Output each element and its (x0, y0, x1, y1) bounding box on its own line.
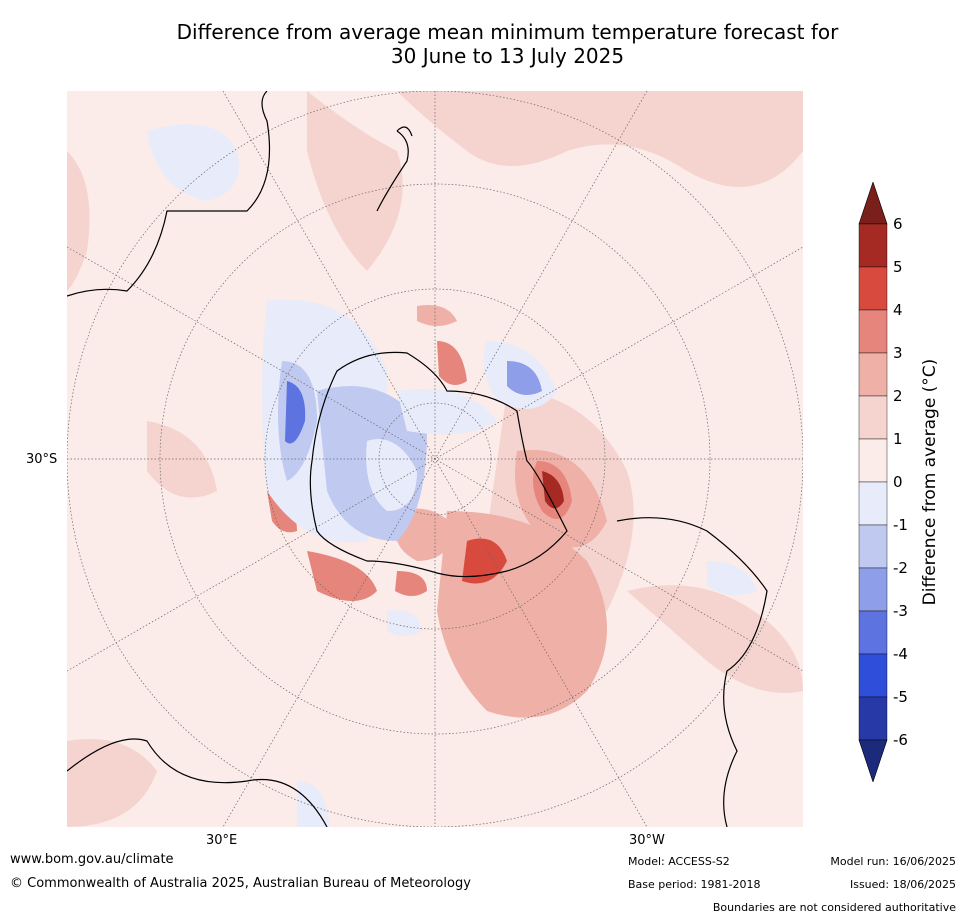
africa-coast (67, 738, 328, 827)
footer-base-period: Base period: 1981-2018 (628, 878, 761, 891)
title-line-2: 30 June to 13 July 2025 (390, 44, 625, 68)
lon-label-30w: 30°W (629, 833, 665, 848)
colorbar-swatch (858, 567, 888, 612)
colorbar-swatch (858, 352, 888, 397)
south-america-coast (616, 517, 768, 827)
map-title: Difference from average mean minimum tem… (0, 20, 965, 68)
colorbar-swatch (858, 309, 888, 354)
colorbar-swatch (858, 395, 888, 440)
colorbar-swatch (858, 266, 888, 311)
colorbar-title: Difference from average (°C) (920, 358, 940, 606)
footer-copyright: © Commonwealth of Australia 2025, Austra… (10, 876, 471, 891)
lat-label-30s: 30°S (26, 452, 58, 467)
footer-model: Model: ACCESS-S2 (628, 855, 730, 868)
colorbar-tick-label: 3 (893, 344, 903, 362)
colorbar-swatch (858, 524, 888, 569)
coastlines (67, 91, 768, 827)
antarctica-coast (309, 351, 568, 578)
colorbar-swatch (858, 438, 888, 483)
colorbar-tick-label: -4 (893, 645, 908, 663)
colorbar-swatch (858, 481, 888, 526)
colorbar-tick-label: 1 (893, 430, 903, 448)
title-line-1: Difference from average mean minimum tem… (176, 20, 839, 44)
polar-map (67, 91, 803, 827)
colorbar-tick-label: -3 (893, 602, 908, 620)
colorbar-tick-label: 6 (893, 215, 903, 233)
colorbar-extend-down (858, 739, 888, 782)
colorbar-tick-label: -6 (893, 731, 908, 749)
colorbar-extend-up (858, 182, 888, 225)
colorbar-tick-label: 4 (893, 301, 903, 319)
lon-label-30e: 30°E (206, 833, 238, 848)
footer-url[interactable]: www.bom.gov.au/climate (10, 852, 174, 867)
colorbar-swatch (858, 610, 888, 655)
new-zealand-coast (376, 126, 413, 212)
graticule (67, 91, 803, 827)
colorbar-tick-label: 5 (893, 258, 903, 276)
colorbar-tick-label: -1 (893, 516, 908, 534)
colorbar-swatch (858, 223, 888, 268)
colorbar-tick-label: -5 (893, 688, 908, 706)
australia-coast (67, 91, 270, 297)
colorbar-swatch (858, 653, 888, 698)
colorbar-swatch (858, 696, 888, 741)
footer-boundaries: Boundaries are not considered authoritat… (712, 901, 956, 914)
warm-anomaly-regions (67, 91, 803, 827)
footer-model-run: Model run: 16/06/2025 (830, 855, 956, 868)
colorbar (858, 182, 888, 782)
colorbar-swatches (858, 182, 888, 782)
colorbar-tick-label: 2 (893, 387, 903, 405)
colorbar-tick-label: 0 (893, 473, 903, 491)
footer-issued: Issued: 18/06/2025 (849, 878, 956, 891)
colorbar-tick-label: -2 (893, 559, 908, 577)
